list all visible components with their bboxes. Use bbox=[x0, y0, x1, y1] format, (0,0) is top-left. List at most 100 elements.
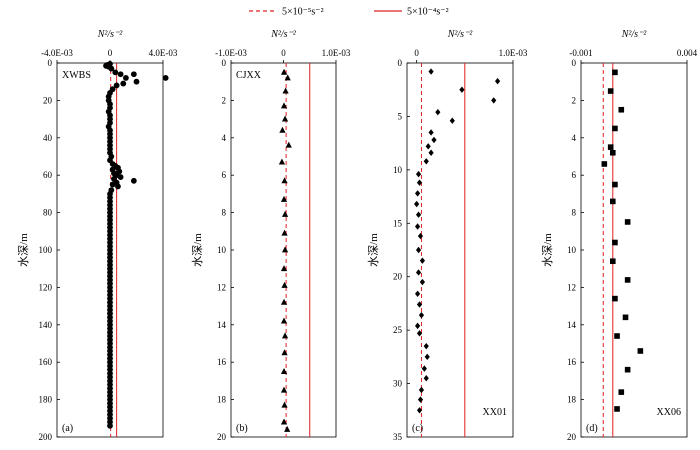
y-axis-label: 水深/m bbox=[191, 233, 204, 267]
plot-frame bbox=[406, 62, 514, 438]
data-point bbox=[416, 330, 423, 337]
y-tick-label: 20 bbox=[567, 432, 577, 442]
data-point bbox=[282, 87, 289, 94]
data-point bbox=[113, 82, 120, 89]
data-point bbox=[428, 68, 434, 75]
data-point bbox=[624, 366, 631, 373]
data-point bbox=[428, 129, 434, 136]
y-tick-label: 20 bbox=[43, 95, 53, 105]
y-tick-label: 18 bbox=[567, 395, 577, 405]
data-point bbox=[431, 136, 437, 144]
data-point bbox=[281, 349, 288, 356]
data-point bbox=[281, 115, 289, 122]
data-point bbox=[612, 69, 618, 76]
y-tick-label: 12 bbox=[217, 282, 226, 292]
y-tick-label: 10 bbox=[217, 245, 227, 255]
data-point bbox=[278, 158, 286, 165]
y-tick-label: 180 bbox=[39, 395, 53, 405]
x-tick-label: 0 bbox=[281, 48, 286, 58]
data-point bbox=[491, 97, 497, 104]
data-point bbox=[607, 88, 614, 94]
data-point bbox=[612, 125, 618, 132]
y-tick-label: 160 bbox=[39, 357, 53, 367]
data-point bbox=[416, 407, 423, 414]
x-axis-label: N²/s⁻² bbox=[621, 29, 648, 40]
x-axis-label: N²/s⁻² bbox=[97, 29, 124, 40]
data-point bbox=[280, 418, 288, 425]
y-tick-label: 60 bbox=[43, 170, 53, 180]
y-tick-label: 6 bbox=[572, 170, 577, 180]
data-point bbox=[418, 311, 425, 319]
data-point bbox=[417, 396, 424, 403]
panel-letter: (a) bbox=[62, 423, 73, 434]
data-point bbox=[614, 406, 620, 412]
y-tick-label: 10 bbox=[393, 165, 403, 175]
y-tick-label: 4 bbox=[572, 133, 577, 143]
y-tick-label: 120 bbox=[39, 282, 53, 292]
data-point bbox=[120, 80, 127, 87]
data-point bbox=[418, 386, 425, 394]
data-point bbox=[459, 86, 465, 93]
y-tick-label: 15 bbox=[393, 218, 403, 228]
data-point bbox=[618, 106, 625, 113]
data-point bbox=[610, 258, 616, 265]
y-tick-label: 35 bbox=[393, 432, 403, 442]
legend-label-solid: 5×10⁻⁴s⁻² bbox=[407, 7, 449, 18]
data-point bbox=[601, 161, 608, 167]
y-tick-label: 20 bbox=[393, 272, 403, 282]
x-tick-label: 0 bbox=[108, 48, 113, 58]
plot-frame bbox=[580, 62, 688, 438]
data-point bbox=[284, 74, 291, 81]
panel-3: 0 1.0E-03 0 5 10 15 20 25 30 35 N²/s⁻² 水深/m XX01 (c) bbox=[367, 29, 528, 442]
data-point bbox=[416, 301, 423, 308]
data-point bbox=[622, 314, 629, 321]
y-tick-label: 40 bbox=[43, 133, 53, 143]
data-point bbox=[415, 170, 422, 178]
data-point bbox=[415, 223, 421, 230]
y-tick-label: 14 bbox=[217, 320, 227, 330]
y-tick-label: 0 bbox=[48, 58, 53, 68]
y-tick-label: 8 bbox=[222, 208, 227, 218]
data-point bbox=[423, 342, 429, 350]
data-point bbox=[618, 389, 625, 395]
y-tick-label: 16 bbox=[567, 357, 577, 367]
x-tick-label: -4.0E-03 bbox=[41, 48, 73, 58]
data-point bbox=[279, 126, 286, 133]
data-point bbox=[637, 348, 644, 354]
y-tick-label: 8 bbox=[572, 208, 577, 218]
y-tick-label: 200 bbox=[39, 432, 53, 442]
x-tick-label: 4.0E-03 bbox=[149, 48, 178, 58]
x-tick-label: -1.0E-03 bbox=[215, 48, 247, 58]
data-point bbox=[107, 422, 113, 429]
data-point bbox=[281, 332, 289, 339]
x-tick-label: 0.004 bbox=[677, 48, 698, 58]
x-tick-label: 0 bbox=[414, 48, 419, 58]
data-point bbox=[281, 281, 288, 288]
station-label: XX01 bbox=[483, 407, 507, 418]
data-point bbox=[285, 141, 292, 148]
y-tick-label: 30 bbox=[393, 379, 403, 389]
legend: 5×10⁻⁵s⁻² 5×10⁻⁴s⁻² bbox=[249, 7, 449, 18]
data-point bbox=[419, 257, 426, 264]
data-point bbox=[425, 143, 431, 150]
data-point bbox=[428, 149, 434, 156]
data-point bbox=[130, 177, 137, 184]
data-point bbox=[415, 246, 422, 254]
data-point bbox=[610, 198, 616, 205]
data-point bbox=[117, 71, 124, 78]
y-tick-label: 6 bbox=[222, 170, 227, 180]
y-tick-label: 12 bbox=[567, 282, 576, 292]
data-point bbox=[614, 333, 620, 339]
data-point bbox=[117, 174, 124, 180]
data-point bbox=[130, 71, 137, 78]
x-tick-label: 1.0E-03 bbox=[499, 48, 528, 58]
data-point bbox=[414, 200, 420, 208]
panel-4: -0.001 0.004 0 2 4 6 8 10 12 14 16 18 20 N²/s⁻² 水深/m XX… bbox=[541, 29, 698, 442]
data-point bbox=[421, 365, 427, 372]
y-tick-label: 2 bbox=[222, 95, 227, 105]
data-point bbox=[281, 210, 289, 217]
x-tick-label: 1.0E-03 bbox=[322, 48, 351, 58]
data-point bbox=[280, 298, 288, 305]
y-axis-label: 水深/m bbox=[541, 233, 554, 267]
station-label: XWBS bbox=[62, 70, 91, 81]
